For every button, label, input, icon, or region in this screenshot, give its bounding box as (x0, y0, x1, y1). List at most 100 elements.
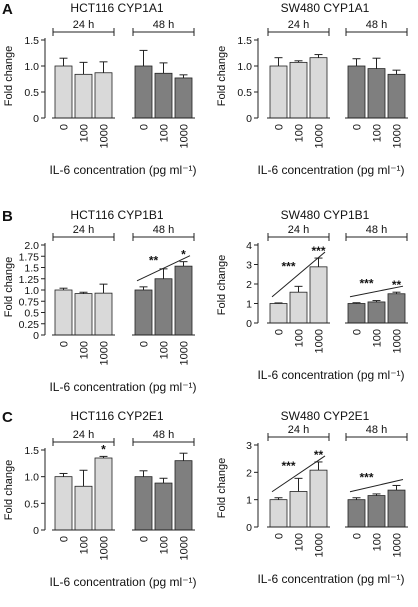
chart-title: SW480 CYP1B1 (281, 208, 370, 222)
y-tick-label: 0 (246, 318, 252, 330)
x-tick-label: 0 (59, 536, 71, 542)
panel-label-a: A (2, 1, 13, 18)
x-tick-label: 1000 (99, 124, 111, 148)
significance-label: *** (359, 471, 373, 485)
time-label: 24 h (73, 224, 94, 236)
y-tick-label: 1.5 (24, 445, 39, 457)
bar (94, 72, 113, 119)
bar (269, 303, 288, 324)
bar (154, 72, 173, 119)
y-tick-label: 0.75 (19, 296, 40, 308)
significance-label: *** (281, 259, 295, 273)
x-tick-label: 1000 (314, 124, 326, 148)
y-tick-label: 1.5 (237, 35, 252, 47)
time-label: 48 h (153, 224, 174, 236)
bar (289, 61, 308, 119)
bar (269, 65, 288, 119)
y-tick-label: 0 (246, 522, 252, 534)
bar (309, 57, 328, 119)
bar (367, 68, 386, 119)
y-tick-label: 1.0 (237, 61, 252, 73)
x-tick-label: 100 (79, 341, 91, 359)
y-tick-label: 1.5 (24, 35, 39, 47)
chart-1: HCT116 CYP1A1 0 0.5 1.0 1.5 Fold change 0 100 10… (3, 1, 197, 177)
bar (154, 278, 173, 336)
x-tick-label: 1000 (179, 341, 191, 365)
bar (387, 73, 406, 119)
significance-label: * (101, 442, 106, 456)
x-tick-label: 100 (372, 533, 384, 551)
x-axis-label: IL-6 concentration (pg ml⁻¹) (49, 380, 196, 394)
x-tick-label: 1000 (179, 536, 191, 560)
y-tick-label: 0 (33, 330, 39, 342)
y-tick-label: 1.0 (24, 285, 39, 297)
time-label: 48 h (366, 19, 387, 31)
bar (134, 476, 153, 531)
time-label: 24 h (288, 224, 309, 236)
x-axis-label: IL-6 concentration (pg ml⁻¹) (257, 572, 404, 586)
x-tick-label: 100 (79, 536, 91, 554)
x-tick-label: 1000 (392, 329, 404, 353)
time-label: 24 h (288, 19, 309, 31)
y-tick-label: 0 (33, 525, 39, 537)
bar (387, 293, 406, 324)
bar (347, 65, 366, 119)
significance-label: *** (311, 244, 325, 258)
x-tick-label: 0 (274, 533, 286, 539)
x-tick-label: 0 (352, 533, 364, 539)
time-label: 24 h (73, 19, 94, 31)
bar (309, 266, 328, 324)
x-tick-label: 0 (139, 536, 151, 542)
x-tick-label: 1000 (179, 124, 191, 148)
x-tick-label: 0 (139, 341, 151, 347)
y-tick-label: 1 (246, 299, 252, 311)
chart-title: SW480 CYP2E1 (281, 409, 370, 423)
x-tick-label: 1000 (314, 329, 326, 353)
y-tick-label: 0 (246, 113, 252, 125)
chart-title: HCT116 CYP1A1 (70, 1, 163, 15)
x-tick-label: 0 (59, 124, 71, 130)
y-tick-label: 0.5 (24, 498, 39, 510)
x-tick-label: 100 (294, 533, 306, 551)
x-tick-label: 100 (294, 124, 306, 142)
x-tick-label: 100 (159, 341, 171, 359)
trend-line (271, 251, 326, 298)
y-axis-label: Fold change (3, 46, 15, 107)
y-tick-label: 2 (246, 279, 252, 291)
time-label: 48 h (153, 429, 174, 441)
x-axis-label: IL-6 concentration (pg ml⁻¹) (257, 163, 404, 177)
x-tick-label: 100 (372, 329, 384, 347)
x-tick-label: 100 (294, 329, 306, 347)
x-tick-label: 1000 (392, 124, 404, 148)
bar (174, 265, 193, 336)
x-tick-label: 1000 (99, 536, 111, 560)
y-tick-label: 4 (246, 240, 252, 252)
y-tick-label: 3 (246, 440, 252, 452)
bar (134, 65, 153, 119)
significance-label: *** (359, 276, 373, 290)
bar (54, 289, 73, 336)
y-tick-label: 0.5 (24, 308, 39, 320)
significance-label: ** (314, 448, 324, 462)
x-axis-label: IL-6 concentration (pg ml⁻¹) (257, 368, 404, 382)
bar (289, 491, 308, 528)
significance-label: * (181, 248, 186, 262)
bar (74, 73, 93, 119)
x-tick-label: 100 (159, 536, 171, 554)
bar (94, 457, 113, 531)
time-label: 48 h (366, 224, 387, 236)
bar (54, 476, 73, 531)
bar (174, 460, 193, 531)
x-tick-label: 0 (59, 341, 71, 347)
trend-line (271, 455, 326, 493)
bar (74, 485, 93, 531)
x-tick-label: 0 (139, 124, 151, 130)
y-axis-label: Fold change (3, 460, 15, 521)
chart-5: HCT116 CYP2E1 0 0.5 1.0 1.5 Fold change 0 100 10… (3, 409, 197, 589)
y-axis-label: Fold change (216, 46, 228, 107)
x-axis-label: IL-6 concentration (pg ml⁻¹) (49, 163, 196, 177)
y-tick-label: 1.75 (19, 251, 40, 263)
bar (54, 65, 73, 119)
significance-label: ** (392, 278, 402, 292)
